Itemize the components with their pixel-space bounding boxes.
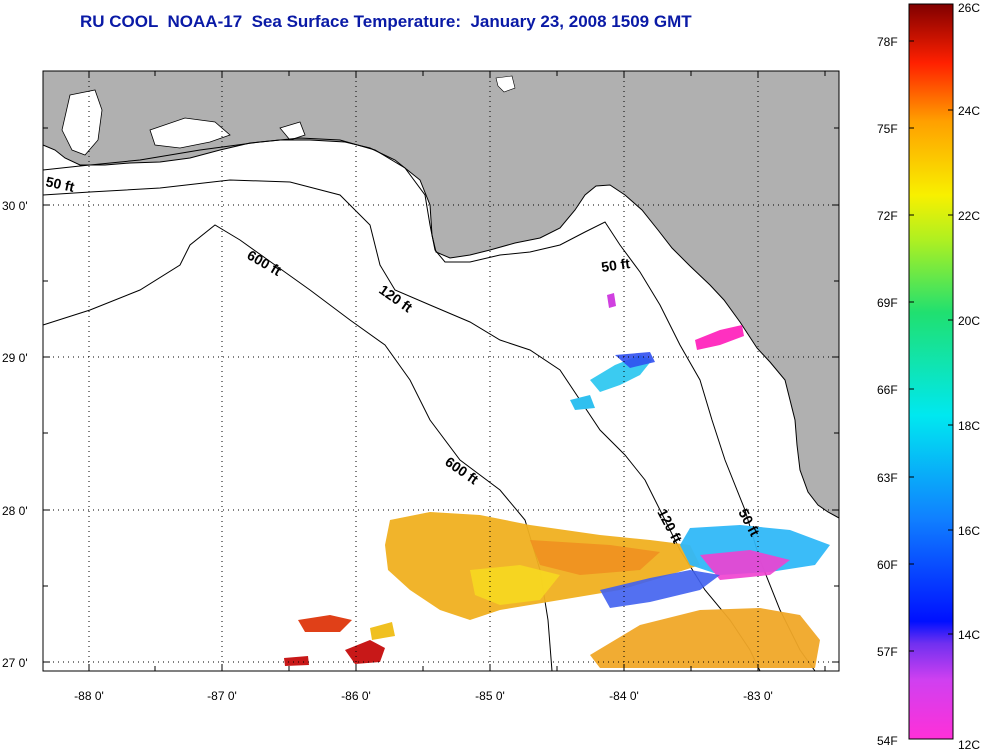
colorbar-label-f: 66F: [877, 383, 898, 397]
map-border: [42, 70, 840, 672]
sst-patches: [284, 293, 830, 668]
colorbar-label-f: 69F: [877, 296, 898, 310]
colorbar-label-c: 22C: [958, 209, 980, 223]
lon-label: -83 0': [743, 689, 773, 703]
contour-50ft-west: [42, 137, 816, 672]
sst-patch-cool-small: [570, 395, 595, 410]
contour-label-50ft: 50 ft: [44, 173, 76, 195]
lat-label: 29 0': [2, 351, 28, 365]
lon-label: -86 0': [341, 689, 371, 703]
map-grid: [43, 71, 839, 671]
lon-label: -88 0': [74, 689, 104, 703]
sst-patch-pink-north: [695, 325, 744, 350]
bay-detail: [149, 117, 231, 149]
frame-ticks: [42, 71, 839, 671]
lon-label: -87 0': [207, 689, 237, 703]
lon-label: -85 0': [475, 689, 505, 703]
contour-600ft: [42, 224, 553, 672]
sst-patch-blue-north: [615, 352, 655, 368]
sst-patch-pink-dot: [607, 293, 616, 308]
colorbar-label-f: 63F: [877, 471, 898, 485]
sst-patch-orange: [530, 540, 660, 575]
sst-patch-warm-yellow: [470, 565, 560, 605]
lat-label: 28 0': [2, 504, 28, 518]
lat-label: 30 0': [2, 199, 28, 213]
colorbar-label-c: 16C: [958, 524, 980, 538]
map-title: RU COOL NOAA-17 Sea Surface Temperature:…: [80, 12, 692, 31]
sst-patch-hot: [345, 640, 385, 664]
contour-label-50ft: 50 ft: [600, 255, 631, 275]
colorbar: [908, 3, 954, 740]
colorbar-label-c: 12C: [958, 738, 980, 752]
bay-detail: [61, 89, 103, 156]
colorbar-label-c: 18C: [958, 419, 980, 433]
lat-label: 27 0': [2, 656, 28, 670]
land-mass: [42, 70, 840, 519]
colorbar-ticks: [909, 40, 953, 652]
colorbar-label-c: 26C: [958, 1, 980, 15]
sst-patch-warm-small: [370, 622, 395, 640]
sst-patch-hot-west: [298, 615, 352, 632]
colorbar-label-f: 78F: [877, 35, 898, 49]
sst-patch-cold: [700, 550, 790, 580]
sst-patch-hot-south: [284, 656, 309, 666]
colorbar-label-f: 54F: [877, 734, 898, 748]
colorbar-label-f: 60F: [877, 558, 898, 572]
sst-patch-warm-east: [590, 608, 820, 668]
island-detail: [495, 75, 516, 93]
colorbar-label-f: 72F: [877, 209, 898, 223]
colorbar-label-c: 24C: [958, 104, 980, 118]
colorbar-label-f: 75F: [877, 122, 898, 136]
sst-patch-blue: [600, 570, 720, 608]
colorbar-label-c: 14C: [958, 628, 980, 642]
colorbar-label-c: 20C: [958, 314, 980, 328]
sst-patch-warm: [385, 512, 700, 620]
colorbar-label-f: 57F: [877, 645, 898, 659]
bay-detail: [279, 121, 306, 141]
lon-label: -84 0': [609, 689, 639, 703]
